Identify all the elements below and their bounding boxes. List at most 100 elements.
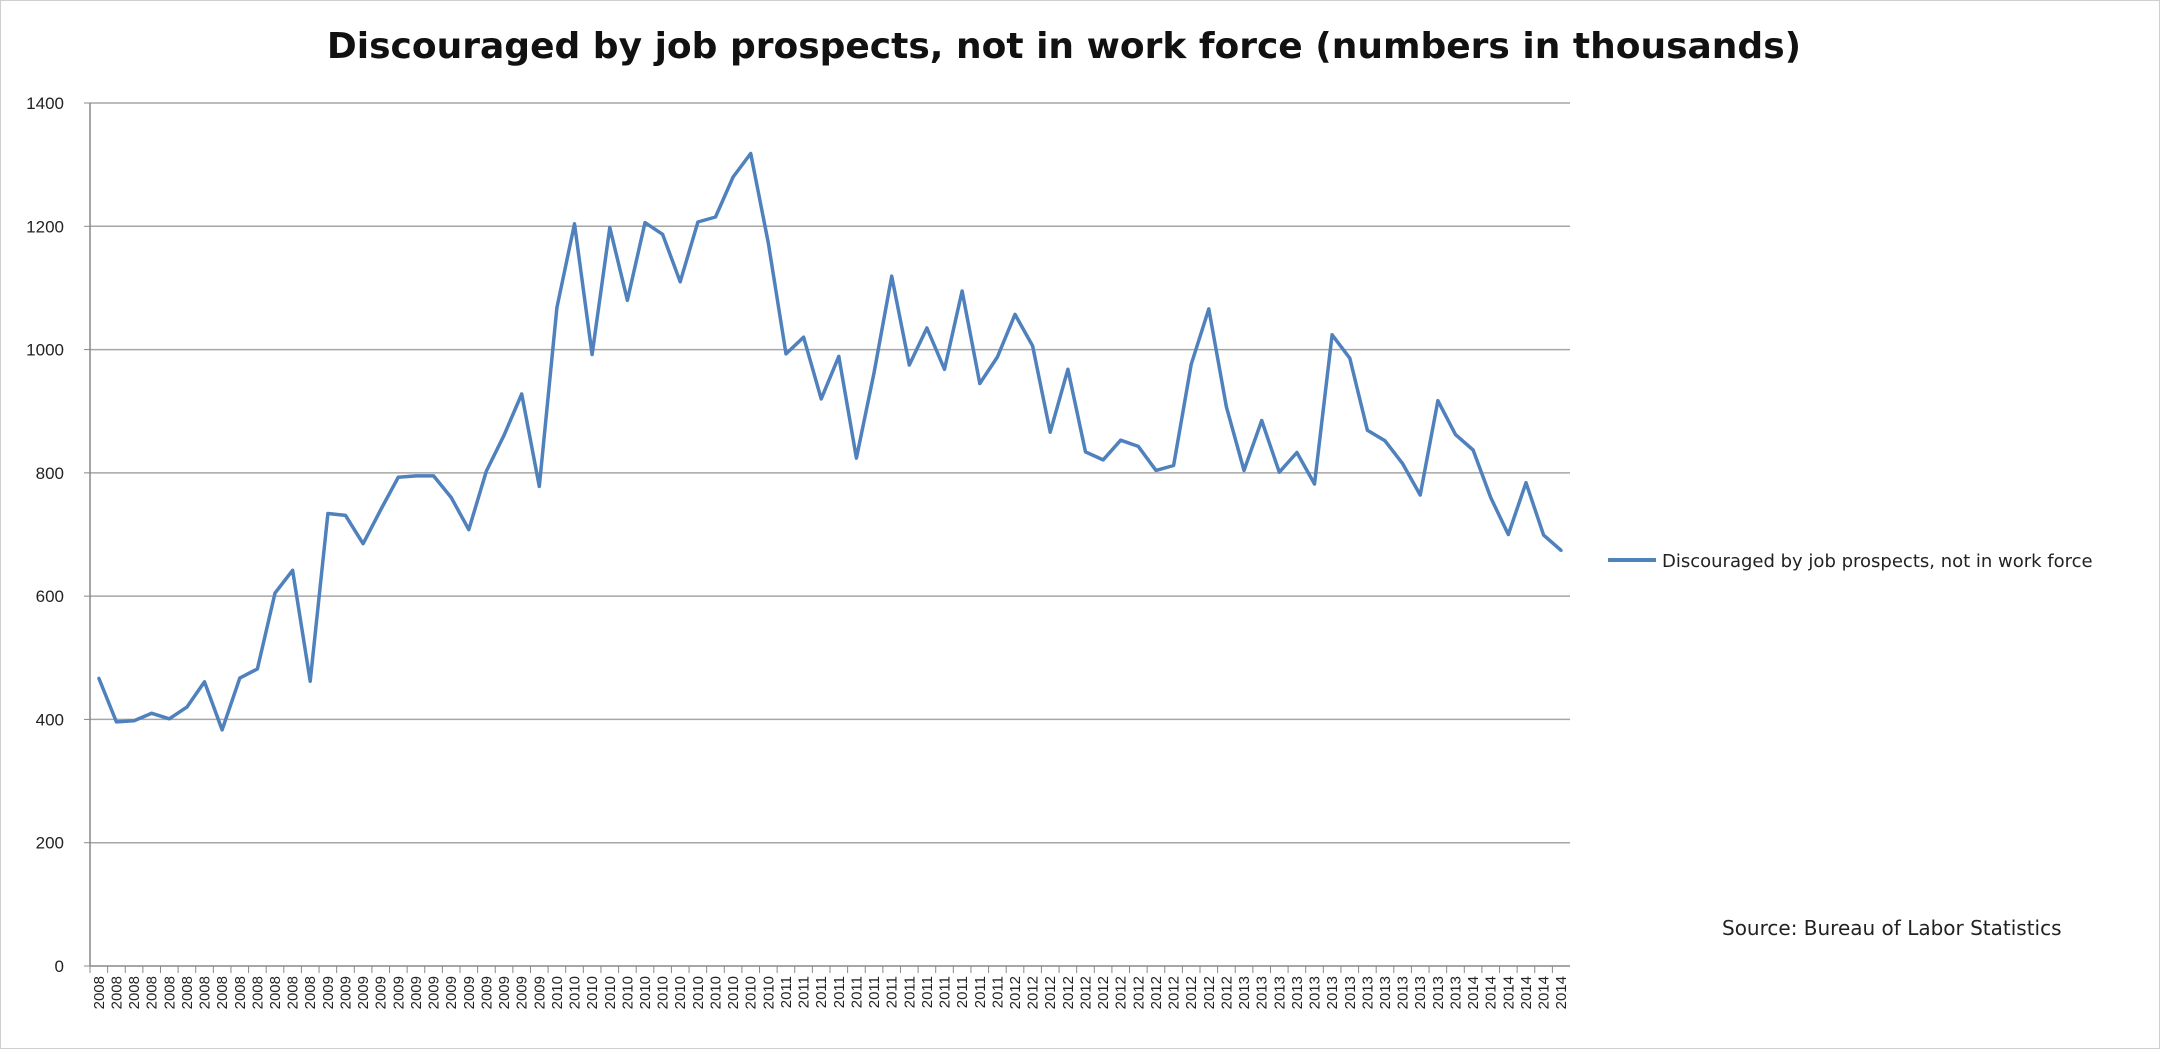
legend: Discouraged by job prospects, not in wor… <box>1608 551 2093 572</box>
data-point <box>308 679 312 683</box>
x-tick-label: 2009 <box>373 976 390 1009</box>
data-point <box>1154 468 1158 472</box>
data-point <box>1242 468 1246 472</box>
x-tick-label: 2011 <box>937 976 954 1008</box>
data-point <box>1083 450 1087 454</box>
y-tick-label: 400 <box>36 710 64 729</box>
x-tick-label: 2010 <box>655 976 672 1009</box>
data-point <box>467 528 471 532</box>
y-tick-label: 800 <box>36 464 64 483</box>
data-point <box>819 397 823 401</box>
data-point <box>220 728 224 732</box>
x-tick-label: 2011 <box>831 976 848 1008</box>
y-tick-label: 1000 <box>26 341 64 360</box>
data-point <box>343 513 347 517</box>
data-point <box>537 484 541 488</box>
data-point <box>97 676 101 680</box>
x-tick-label: 2013 <box>1359 976 1376 1009</box>
data-point <box>1453 433 1457 437</box>
data-point <box>1048 430 1052 434</box>
data-point <box>132 719 136 723</box>
x-tick-label: 2012 <box>1042 976 1059 1009</box>
x-tick-label: 2010 <box>725 976 742 1009</box>
data-point <box>872 371 876 375</box>
data-point <box>995 355 999 359</box>
x-tick-label: 2009 <box>514 976 531 1009</box>
data-point <box>185 705 189 709</box>
x-tick-label: 2013 <box>1324 976 1341 1009</box>
data-point <box>1313 482 1317 486</box>
data-point <box>555 306 559 310</box>
data-point <box>1471 448 1475 452</box>
data-point <box>432 474 436 478</box>
data-point <box>1260 418 1264 422</box>
data-point <box>925 326 929 330</box>
x-tick-label: 2011 <box>884 976 901 1008</box>
gridlines <box>90 102 1570 844</box>
data-point <box>661 232 665 236</box>
series-line-discouraged <box>97 151 1563 732</box>
data-point <box>784 352 788 356</box>
x-tick-label: 2008 <box>285 976 302 1009</box>
data-point <box>960 289 964 293</box>
x-tick-label: 2010 <box>743 976 760 1009</box>
x-tick-label: 2012 <box>1218 976 1235 1009</box>
x-tick-label: 2012 <box>1113 976 1130 1009</box>
data-point <box>238 676 242 680</box>
x-tick-label: 2013 <box>1307 976 1324 1009</box>
data-point <box>167 717 171 721</box>
y-tick-label: 1400 <box>26 94 64 113</box>
source-note: Source: Bureau of Labor Statistics <box>1722 916 2062 940</box>
data-point <box>1559 549 1563 553</box>
x-tick-label: 2008 <box>267 976 284 1009</box>
x-tick-label: 2012 <box>1201 976 1218 1009</box>
x-tick-label: 2009 <box>355 976 372 1009</box>
x-tick-label: 2011 <box>919 976 936 1008</box>
x-tick-label: 2012 <box>1130 976 1147 1009</box>
x-tick-label: 2009 <box>478 976 495 1009</box>
x-tick-label: 2009 <box>320 976 337 1009</box>
data-point <box>854 456 858 460</box>
x-tick-label: 2012 <box>1183 976 1200 1009</box>
data-point <box>766 241 770 245</box>
data-point <box>713 215 717 219</box>
x-tick-label: 2012 <box>1166 976 1183 1009</box>
x-tick-label: 2014 <box>1536 976 1553 1009</box>
data-point <box>1383 439 1387 443</box>
data-point <box>678 280 682 284</box>
x-tick-label: 2014 <box>1553 976 1570 1009</box>
data-point <box>1207 307 1211 311</box>
x-tick-label: 2013 <box>1254 976 1271 1009</box>
y-axis: 0 200 400 600 800 1000 1200 1400 <box>26 94 91 976</box>
x-tick-label: 2010 <box>619 976 636 1009</box>
x-tick-label: 2010 <box>567 976 584 1009</box>
y-tick-label: 600 <box>36 587 64 606</box>
x-tick-label: 2013 <box>1395 976 1412 1009</box>
x-tick-label: 2014 <box>1465 976 1482 1009</box>
data-point <box>1066 367 1070 371</box>
data-point <box>484 469 488 473</box>
data-point <box>1189 362 1193 366</box>
x-tick-label: 2008 <box>179 976 196 1009</box>
data-point <box>255 667 259 671</box>
data-point <box>1542 533 1546 537</box>
data-point <box>1436 399 1440 403</box>
x-tick-label: 2008 <box>214 976 231 1009</box>
data-point <box>978 381 982 385</box>
x-tick-label: 2009 <box>531 976 548 1009</box>
x-tick-label: 2010 <box>584 976 601 1009</box>
data-point <box>1224 405 1228 409</box>
x-tick-label: 2010 <box>637 976 654 1009</box>
x-tick-label: 2012 <box>1077 976 1094 1009</box>
x-tick-label: 2013 <box>1289 976 1306 1009</box>
data-point <box>379 508 383 512</box>
x-tick-label: 2012 <box>1095 976 1112 1009</box>
x-tick-label: 2009 <box>461 976 478 1009</box>
data-point <box>749 152 753 156</box>
x-tick-label: 2011 <box>989 976 1006 1008</box>
x-tick-label: 2013 <box>1236 976 1253 1009</box>
x-tick-label: 2008 <box>232 976 249 1009</box>
series-layer <box>97 151 1563 732</box>
